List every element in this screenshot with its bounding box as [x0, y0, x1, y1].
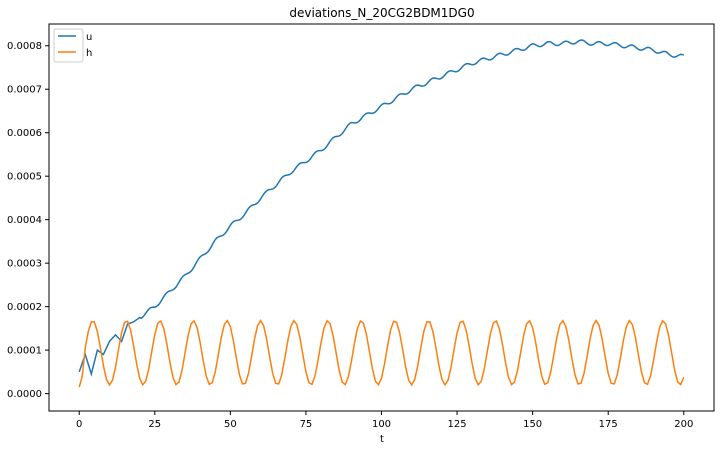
series-lines: [78, 39, 685, 388]
x-axis: 0 25 50 75 100 125 150 175 200: [76, 411, 693, 430]
x-tick-label: 75: [300, 419, 313, 430]
x-tick-label: 50: [224, 419, 237, 430]
x-tick-label: 0: [76, 419, 82, 430]
x-tick-label: 175: [599, 419, 618, 430]
x-axis-label: t: [380, 434, 384, 445]
legend: u h: [53, 28, 92, 63]
legend-label-h: h: [86, 48, 92, 59]
y-axis: 0.0000 0.0001 0.0002 0.0003 0.0004 0.0005 0.00…: [7, 41, 49, 400]
series-line-h: [78, 319, 685, 388]
plot-area: 0 25 50 75 100 125 150 175 200 0.00000.00010.000…: [7, 23, 715, 430]
chart-title: deviations_N_20CG2BDM1DG0: [289, 6, 474, 20]
y-tick-label: 0.0004: [7, 215, 42, 226]
y-tick-label: 0.0003: [7, 259, 42, 270]
y-tick-label: 0.0000: [7, 389, 42, 400]
y-tick-label: 0.0002: [7, 302, 42, 313]
x-tick-label: 25: [148, 419, 161, 430]
x-tick-label: 200: [674, 419, 693, 430]
legend-label-u: u: [86, 32, 92, 43]
y-tick-label: 0.0006: [7, 128, 42, 139]
x-tick-label: 100: [372, 419, 391, 430]
y-tick-label: 0.0008: [7, 41, 42, 52]
y-tick-label: 0.0001: [7, 346, 42, 357]
x-tick-label: 150: [523, 419, 542, 430]
y-tick-label: 0.0005: [7, 172, 42, 183]
series-line-u: [78, 39, 685, 377]
y-tick-label: 0.0007: [7, 85, 42, 96]
x-tick-label: 125: [448, 419, 467, 430]
legend-box: [53, 28, 84, 63]
